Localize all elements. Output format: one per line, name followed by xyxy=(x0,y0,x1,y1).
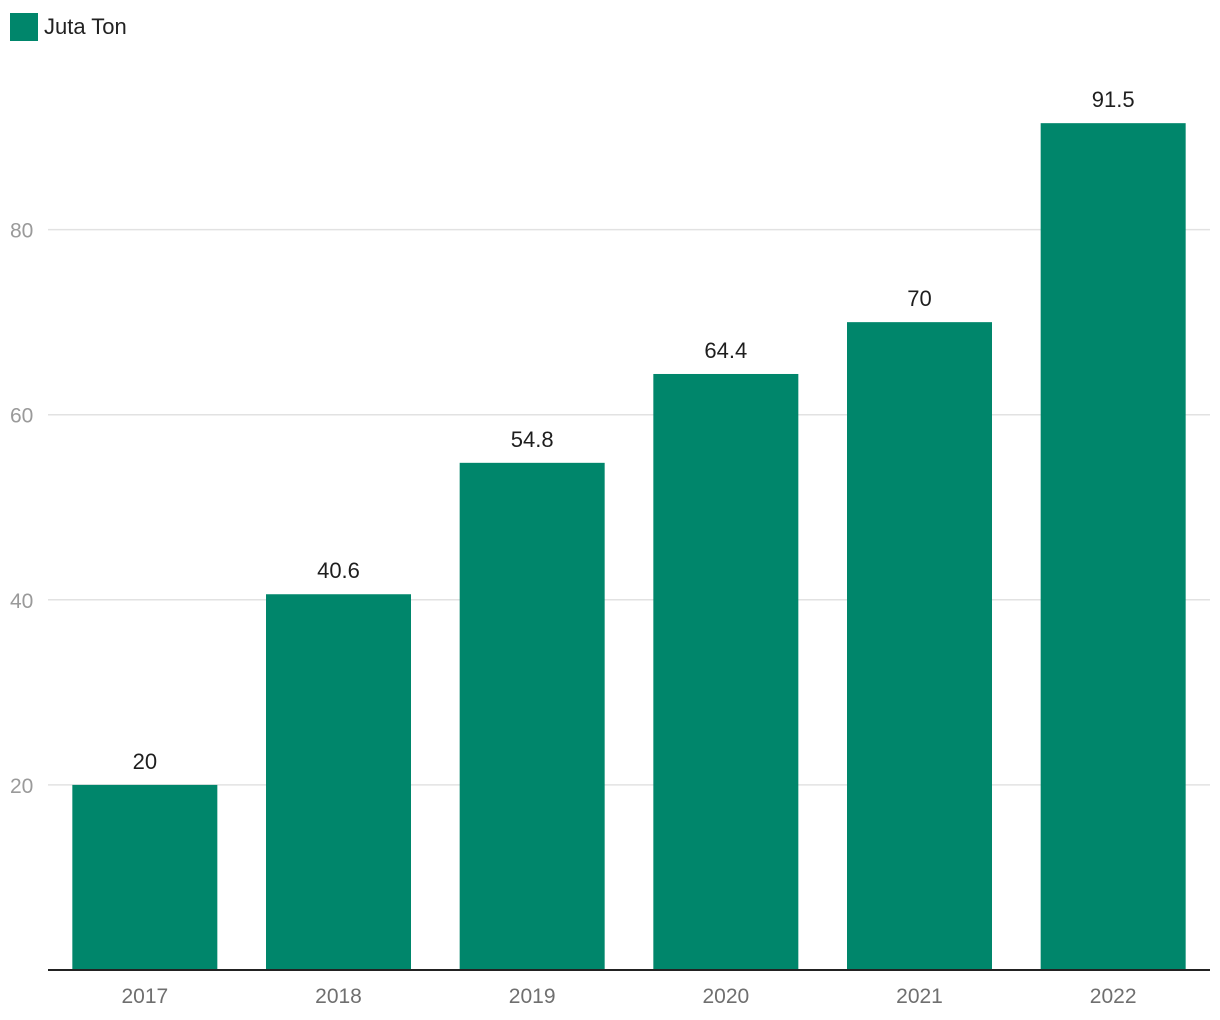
x-tick-label: 2018 xyxy=(315,985,362,1008)
bar-2017 xyxy=(72,784,218,970)
chart-legend: Juta Ton xyxy=(10,12,127,42)
bar-2018 xyxy=(266,594,411,970)
x-tick-label: 2021 xyxy=(896,985,943,1008)
bar-2021 xyxy=(847,322,992,970)
bar-2019 xyxy=(459,462,605,970)
x-tick-label: 2020 xyxy=(702,985,749,1008)
legend-label: Juta Ton xyxy=(44,14,127,39)
y-tick-label: 40 xyxy=(10,590,33,613)
data-label: 70 xyxy=(907,286,931,311)
data-label: 54.8 xyxy=(511,427,554,452)
y-tick-label: 80 xyxy=(10,220,33,243)
data-label: 64.4 xyxy=(704,338,747,363)
bar-2020 xyxy=(653,373,799,970)
data-label: 91.5 xyxy=(1092,87,1135,112)
y-tick-label: 60 xyxy=(10,405,33,428)
x-tick-label: 2019 xyxy=(509,985,556,1008)
legend-swatch xyxy=(10,13,38,41)
y-tick-label: 20 xyxy=(10,775,33,798)
bar-2022 xyxy=(1040,123,1186,971)
data-label: 20 xyxy=(133,749,157,774)
x-tick-label: 2022 xyxy=(1090,985,1137,1008)
data-label: 40.6 xyxy=(317,558,360,583)
x-tick-label: 2017 xyxy=(121,985,168,1008)
